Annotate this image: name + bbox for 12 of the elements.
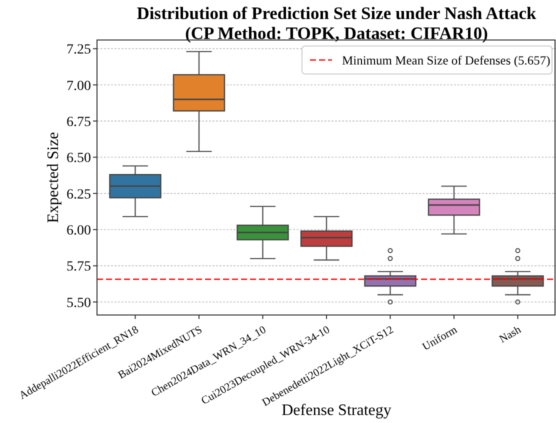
y-tick-label: 7.00 [66,78,91,94]
y-tick-label: 7.25 [66,42,91,58]
y-tick-label: 6.00 [66,224,91,239]
chart-title: Distribution of Prediction Set Size under Nash Attack (CP Method: TOPK, Dataset: CIFAR10) [136,3,536,43]
x-tick-label: Nash [498,324,524,346]
y-tick-label: 6.75 [66,114,91,130]
legend-label: Minimum Mean Size of Defenses (5.657) [342,53,550,68]
y-tick-label: 5.75 [66,260,91,275]
y-axis-title: Expected Size [45,132,62,224]
y-tick-label: 6.50 [66,151,91,166]
y-tick-label: 5.50 [66,296,91,311]
y-tick-label: 6.25 [66,187,91,202]
